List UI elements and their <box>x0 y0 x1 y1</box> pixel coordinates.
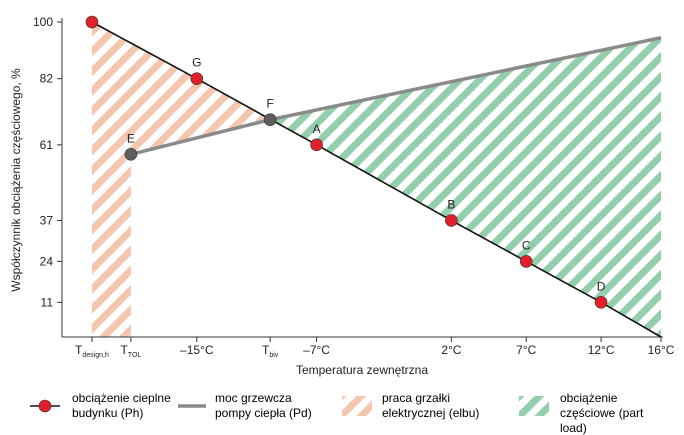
x-tick-label-sub: biv <box>269 352 278 359</box>
y-tick-label: 82 <box>40 72 54 86</box>
x-tick-label-main: 7°C <box>516 343 536 357</box>
x-tick-label: 16°C <box>648 343 675 357</box>
point <box>190 72 204 85</box>
x-tick-label-main: 12°C <box>588 343 615 357</box>
y-tick-label: 37 <box>40 213 54 227</box>
point <box>594 296 608 309</box>
x-tick-label: 7°C <box>516 343 536 357</box>
x-tick-label: Tbiv <box>262 343 279 359</box>
point-label: E <box>127 131 135 145</box>
x-tick-label-main: T <box>262 343 270 357</box>
x-axis-label: Temperatura zewnętrzna <box>296 363 428 377</box>
point-label: F <box>266 97 273 111</box>
x-tick-label-main: T <box>75 343 83 357</box>
point-label: C <box>522 238 531 252</box>
y-tick-label: 11 <box>41 295 54 309</box>
point <box>310 138 323 152</box>
x-tick-label-main: –15°C <box>180 343 214 357</box>
x-tick-label: Tdesign,h <box>75 343 109 359</box>
y-axis-label: Współczynnik obciążenia częściowego, % <box>9 68 23 292</box>
x-tick-label: –7°C <box>303 343 330 357</box>
x-tick-label: 2°C <box>441 343 461 357</box>
point <box>124 148 138 161</box>
area <box>91 22 271 337</box>
point <box>85 15 99 29</box>
point-label: G <box>192 56 201 70</box>
x-tick-label: TTOL <box>120 343 141 359</box>
x-tick-label-sub: design,h <box>82 352 109 359</box>
y-tick-label: 24 <box>40 254 54 268</box>
x-tick-label-main: 16°C <box>648 343 675 357</box>
point <box>263 113 277 126</box>
x-tick-label-main: T <box>120 343 128 357</box>
area <box>270 37 661 337</box>
legend-swatch <box>342 396 372 416</box>
point-label: D <box>597 279 606 293</box>
point-label: B <box>447 197 455 211</box>
x-tick-label: 12°C <box>588 343 615 357</box>
y-tick-label: 100 <box>33 15 53 29</box>
x-tick-label-main: 2°C <box>441 343 461 357</box>
legend-label: moc grzewcza pompy ciepła (Pd) <box>215 391 312 420</box>
legend-label: praca grzałki elektrycznej (elbu) <box>382 391 480 420</box>
legend-label: obciążenie cieplne budynku (Ph) <box>72 391 171 420</box>
x-tick-label: –15°C <box>180 343 214 357</box>
point <box>445 214 458 227</box>
legend-swatch <box>519 396 549 416</box>
point <box>519 255 533 268</box>
x-tick-label-sub: TOL <box>128 352 142 359</box>
y-tick-label: 61 <box>40 138 54 152</box>
point-label: A <box>313 122 321 136</box>
legend-marker <box>38 399 52 413</box>
x-tick-label-main: –7°C <box>303 343 330 357</box>
legend-label: obciążenie częściowe (part load) <box>560 391 644 435</box>
